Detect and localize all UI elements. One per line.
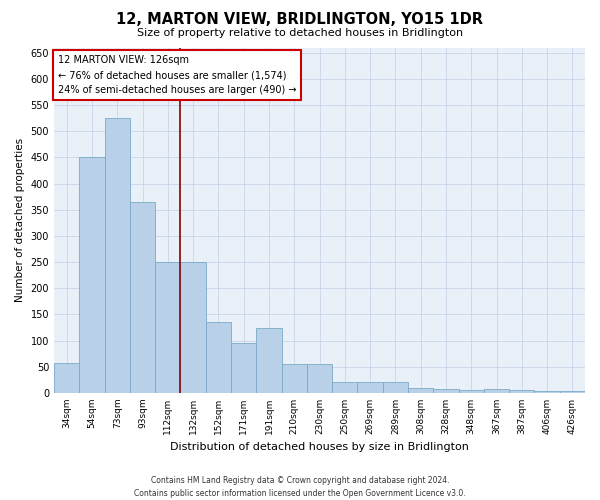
Bar	[358, 382, 383, 393]
Bar	[104, 118, 130, 393]
Bar	[231, 343, 256, 393]
X-axis label: Distribution of detached houses by size in Bridlington: Distribution of detached houses by size …	[170, 442, 469, 452]
Bar	[206, 322, 231, 393]
Bar	[560, 392, 585, 393]
Text: Size of property relative to detached houses in Bridlington: Size of property relative to detached ho…	[137, 28, 463, 38]
Bar	[433, 388, 458, 393]
Text: Contains HM Land Registry data © Crown copyright and database right 2024.
Contai: Contains HM Land Registry data © Crown c…	[134, 476, 466, 498]
Y-axis label: Number of detached properties: Number of detached properties	[15, 138, 25, 302]
Bar	[535, 392, 560, 393]
Bar	[458, 390, 484, 393]
Bar	[332, 382, 358, 393]
Text: 12 MARTON VIEW: 126sqm
← 76% of detached houses are smaller (1,574)
24% of semi-: 12 MARTON VIEW: 126sqm ← 76% of detached…	[58, 56, 296, 95]
Bar	[383, 382, 408, 393]
Bar	[79, 158, 104, 393]
Bar	[484, 388, 509, 393]
Bar	[155, 262, 181, 393]
Bar	[54, 362, 79, 393]
Bar	[408, 388, 433, 393]
Bar	[281, 364, 307, 393]
Bar	[181, 262, 206, 393]
Bar	[307, 364, 332, 393]
Text: 12, MARTON VIEW, BRIDLINGTON, YO15 1DR: 12, MARTON VIEW, BRIDLINGTON, YO15 1DR	[116, 12, 484, 28]
Bar	[130, 202, 155, 393]
Bar	[256, 328, 281, 393]
Bar	[509, 390, 535, 393]
